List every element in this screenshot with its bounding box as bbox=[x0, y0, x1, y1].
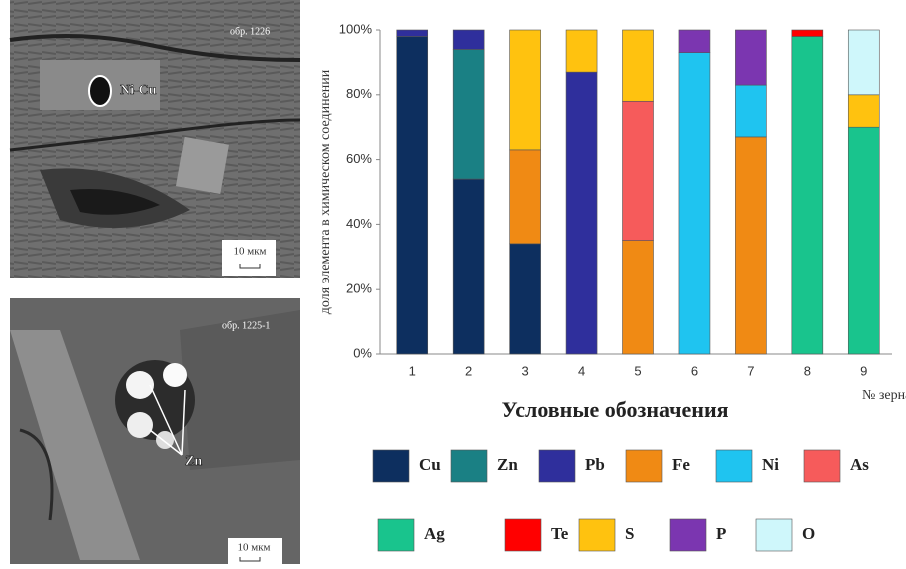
y-tick-label: 100% bbox=[339, 21, 373, 36]
x-tick-label: 9 bbox=[860, 363, 867, 378]
legend-label: Zn bbox=[497, 455, 518, 474]
bar-segment bbox=[735, 84, 767, 138]
bar-segment bbox=[622, 240, 654, 355]
legend-swatch bbox=[803, 449, 841, 483]
bar-segment bbox=[735, 136, 767, 355]
legend-title: Условные обозначения bbox=[501, 397, 728, 422]
scale-label: 10 мкм bbox=[233, 246, 266, 258]
bar-segment bbox=[678, 52, 711, 355]
bar-segment bbox=[847, 94, 880, 128]
bar-segment bbox=[452, 29, 485, 50]
mineral-label: Ni-Cu bbox=[120, 83, 157, 98]
bar-segment bbox=[791, 36, 824, 355]
x-tick-label: 7 bbox=[747, 363, 754, 378]
legend-swatch bbox=[625, 449, 663, 483]
bar-segment bbox=[735, 29, 767, 86]
legend-label: Fe bbox=[672, 455, 690, 474]
x-axis-label: № зерна bbox=[862, 388, 906, 403]
sample-label: обр. 1225-1 bbox=[222, 320, 270, 331]
x-tick-label: 1 bbox=[409, 363, 416, 378]
y-tick-label: 40% bbox=[346, 216, 372, 231]
legend-label: Ni bbox=[762, 455, 779, 474]
y-axis-label: доля элемента в химическом соединении bbox=[318, 69, 333, 314]
sem-image-top: Ni-Cu обр. 1226 10 мкм bbox=[9, 0, 301, 278]
bar-segment bbox=[678, 29, 711, 53]
bar-segment bbox=[565, 71, 598, 355]
bar-segment bbox=[509, 29, 541, 151]
legend-swatch bbox=[372, 449, 410, 483]
legend-swatch bbox=[755, 518, 793, 552]
legend-swatch bbox=[715, 449, 753, 483]
bar-segment bbox=[565, 29, 598, 73]
legend-swatch bbox=[377, 518, 415, 552]
legend-swatch bbox=[450, 449, 488, 483]
y-tick-label: 20% bbox=[346, 281, 372, 296]
bar-segment bbox=[396, 36, 429, 355]
bar-segment bbox=[509, 149, 541, 245]
legend-label: S bbox=[625, 524, 634, 543]
x-tick-label: 8 bbox=[804, 363, 811, 378]
x-tick-label: 5 bbox=[634, 363, 641, 378]
legend-label: Ag bbox=[424, 524, 445, 543]
y-tick-label: 60% bbox=[346, 151, 372, 166]
x-tick-label: 3 bbox=[521, 363, 528, 378]
legend-label: Pb bbox=[585, 455, 605, 474]
bar-segment bbox=[847, 126, 880, 355]
scale-box bbox=[228, 538, 282, 564]
legend-label: Cu bbox=[419, 455, 441, 474]
y-tick-label: 0% bbox=[353, 345, 372, 360]
bar-segment bbox=[791, 29, 824, 37]
legend-label: As bbox=[850, 455, 869, 474]
bar-segment bbox=[622, 29, 654, 102]
bar-segment bbox=[396, 29, 429, 37]
mineral-label: Zn bbox=[185, 454, 202, 469]
sem-image-bottom: Zn обр. 1225-1 10 мкм bbox=[10, 298, 300, 564]
x-tick-label: 2 bbox=[465, 363, 472, 378]
sample-label: обр. 1226 bbox=[230, 26, 270, 37]
bar-segment bbox=[622, 100, 654, 241]
legend-swatch bbox=[669, 518, 707, 552]
bar-segment bbox=[452, 178, 485, 355]
scale-label: 10 мкм bbox=[237, 542, 270, 554]
legend-label: O bbox=[802, 524, 815, 543]
bar-segment bbox=[847, 29, 880, 96]
legend-label: P bbox=[716, 524, 726, 543]
x-tick-label: 4 bbox=[578, 363, 585, 378]
legend-label: Te bbox=[551, 524, 569, 543]
legend-swatch bbox=[504, 518, 542, 552]
x-tick-label: 6 bbox=[691, 363, 698, 378]
bar-segment bbox=[509, 243, 541, 355]
bar-segment bbox=[452, 49, 485, 180]
y-tick-label: 80% bbox=[346, 86, 372, 101]
legend-swatch bbox=[578, 518, 616, 552]
scale-box bbox=[222, 240, 276, 276]
legend-swatch bbox=[538, 449, 576, 483]
